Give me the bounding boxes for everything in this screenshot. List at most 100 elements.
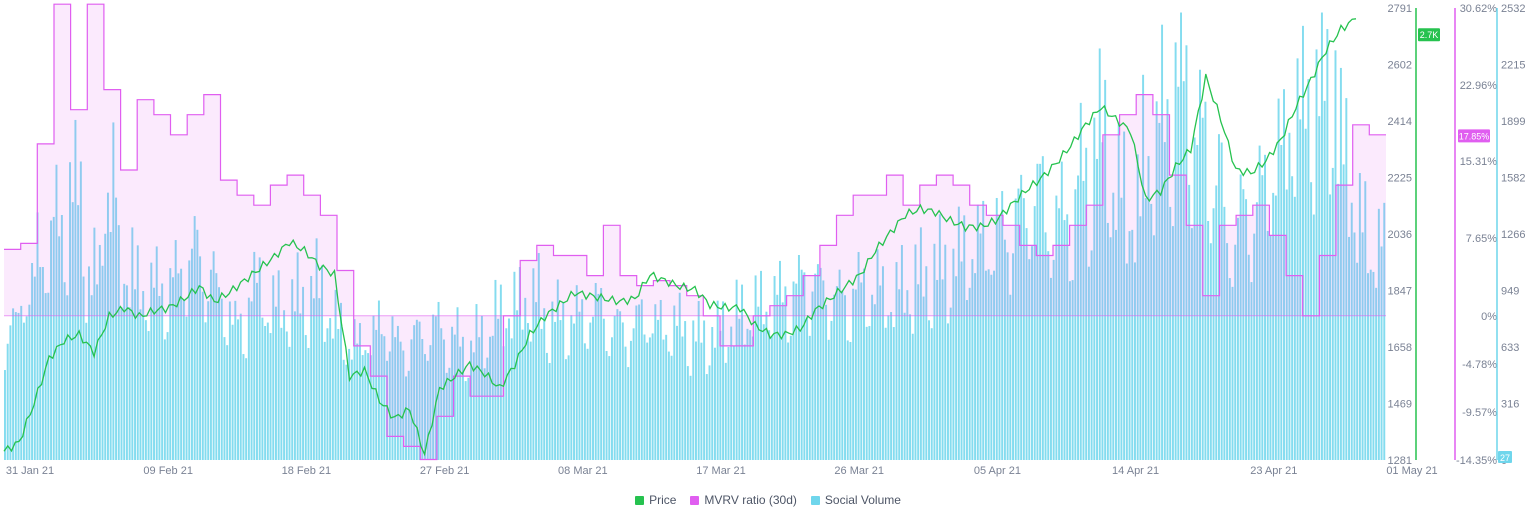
social-volume-bar bbox=[537, 253, 540, 460]
social-volume-bar bbox=[987, 269, 990, 460]
volume-axis-tick-label: 2532 bbox=[1501, 3, 1525, 15]
social-volume-bar bbox=[272, 275, 275, 460]
social-volume-bar bbox=[448, 367, 451, 460]
social-volume-bar bbox=[1012, 253, 1014, 460]
legend-item-price[interactable]: Price bbox=[635, 491, 676, 509]
social-volume-bar bbox=[822, 280, 825, 460]
social-volume-bar bbox=[1310, 182, 1313, 460]
social-volume-bar bbox=[50, 220, 53, 460]
social-volume-bar bbox=[556, 279, 559, 460]
social-volume-bar bbox=[1375, 287, 1378, 460]
social-volume-bar bbox=[163, 339, 166, 460]
legend-item-mvrv[interactable]: MVRV ratio (30d) bbox=[690, 491, 797, 509]
social-volume-bar bbox=[1150, 203, 1153, 460]
social-volume-bar bbox=[115, 197, 118, 460]
social-volume-bar bbox=[597, 293, 600, 460]
social-volume-bar bbox=[220, 298, 223, 460]
social-volume-bar bbox=[919, 227, 922, 460]
social-volume-bar bbox=[1112, 192, 1115, 460]
social-volume-bar bbox=[779, 260, 781, 460]
social-volume-bar bbox=[619, 311, 622, 460]
social-volume-bar bbox=[1377, 208, 1380, 460]
social-volume-bar bbox=[770, 335, 773, 460]
social-volume-bar bbox=[1196, 144, 1199, 461]
social-volume-bar bbox=[1217, 134, 1220, 460]
mvrv-axis-tick-label: 0% bbox=[1481, 311, 1497, 323]
social-volume-bar bbox=[418, 321, 421, 460]
social-volume-bar bbox=[142, 291, 145, 460]
price-axis-tick-label: 2791 bbox=[1388, 3, 1412, 15]
social-volume-bar bbox=[383, 336, 386, 460]
social-volume-bar bbox=[17, 312, 20, 460]
social-volume-bar bbox=[879, 285, 882, 460]
social-volume-bar bbox=[377, 300, 380, 460]
social-volume-bar bbox=[803, 272, 806, 460]
social-volume-bar bbox=[310, 275, 313, 460]
social-volume-bar bbox=[234, 300, 237, 460]
social-volume-bar bbox=[499, 284, 502, 460]
social-volume-bar bbox=[491, 335, 494, 460]
social-volume-bar bbox=[830, 320, 833, 460]
social-volume-bar bbox=[711, 327, 714, 460]
social-volume-bar bbox=[768, 330, 771, 460]
social-volume-bar bbox=[1142, 74, 1145, 461]
social-volume-bar bbox=[1288, 132, 1291, 460]
social-volume-bar bbox=[629, 340, 632, 460]
social-volume-bar bbox=[1258, 145, 1261, 460]
social-volume-bar bbox=[480, 315, 483, 460]
social-volume-bar bbox=[1182, 81, 1185, 460]
price-axis-tick-label: 1281 bbox=[1388, 455, 1412, 467]
social-volume-bar bbox=[909, 314, 912, 460]
social-volume-bar bbox=[98, 244, 101, 460]
social-volume-bar bbox=[760, 270, 762, 460]
social-volume-bar bbox=[993, 270, 996, 460]
social-volume-bar bbox=[635, 305, 638, 460]
social-volume-bar bbox=[505, 328, 508, 460]
social-volume-bar bbox=[1277, 98, 1280, 460]
social-volume-bar bbox=[716, 300, 719, 460]
social-volume-bar bbox=[1025, 228, 1028, 460]
x-axis-tick-label: 14 Apr 21 bbox=[1112, 465, 1159, 477]
social-volume-bar bbox=[442, 339, 445, 460]
social-volume-bar bbox=[722, 301, 725, 460]
social-volume-bar bbox=[1383, 202, 1386, 460]
social-volume-bar bbox=[784, 286, 787, 460]
social-volume-bar bbox=[982, 200, 985, 461]
social-volume-bar bbox=[960, 261, 963, 460]
social-volume-bar bbox=[863, 268, 865, 460]
social-volume-bar bbox=[497, 318, 500, 460]
x-axis-tick-label: 18 Feb 21 bbox=[282, 465, 332, 477]
social-volume-bar bbox=[971, 259, 974, 460]
social-volume-bar bbox=[258, 257, 261, 460]
social-volume-bar bbox=[825, 304, 828, 460]
social-volume-bar bbox=[66, 295, 69, 460]
social-volume-bar bbox=[467, 377, 470, 460]
volume-axis-tick-label: 1899 bbox=[1501, 116, 1525, 128]
social-volume-bar bbox=[1131, 229, 1134, 460]
social-volume-bar bbox=[426, 360, 429, 460]
social-volume-bar bbox=[554, 321, 557, 460]
social-volume-bar bbox=[1055, 195, 1058, 460]
social-volume-bar bbox=[188, 260, 191, 460]
social-volume-bar bbox=[71, 202, 74, 460]
social-volume-bar bbox=[816, 264, 819, 460]
social-volume-bar bbox=[101, 265, 104, 460]
social-volume-bar bbox=[681, 336, 684, 460]
social-volume-bar bbox=[516, 310, 519, 460]
social-volume-bar bbox=[914, 244, 917, 460]
social-volume-bar bbox=[69, 162, 71, 460]
social-volume-bar bbox=[857, 252, 860, 460]
social-volume-bar bbox=[4, 370, 6, 460]
social-volume-bar bbox=[1066, 214, 1069, 460]
x-axis-tick-label: 09 Feb 21 bbox=[143, 465, 193, 477]
social-volume-bar bbox=[494, 279, 497, 460]
social-volume-bar bbox=[58, 236, 61, 460]
social-volume-bar bbox=[529, 341, 532, 460]
social-volume-bar bbox=[1125, 263, 1128, 460]
social-volume-bar bbox=[957, 206, 960, 460]
legend-item-social-volume[interactable]: Social Volume bbox=[810, 491, 901, 509]
social-volume-bar bbox=[223, 337, 226, 460]
social-volume-bar bbox=[172, 277, 174, 460]
social-volume-bar bbox=[1320, 12, 1323, 461]
social-volume-bar bbox=[621, 322, 624, 460]
